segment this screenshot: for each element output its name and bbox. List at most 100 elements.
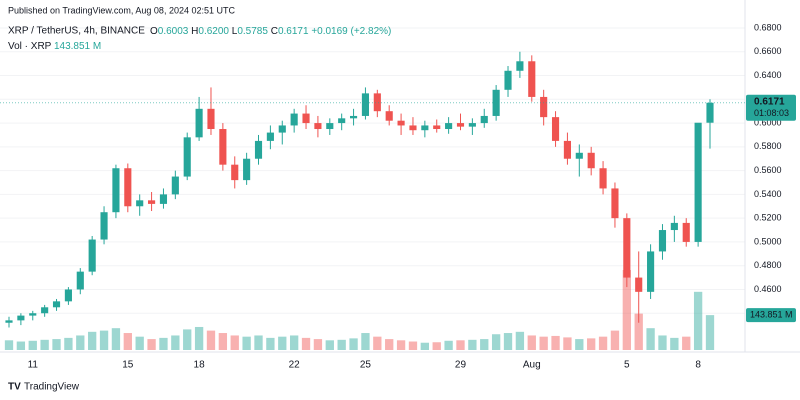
volume-bar (385, 339, 394, 350)
legend-open: 0.6003 (158, 26, 189, 37)
x-tick-label: 11 (28, 360, 39, 371)
volume-bar (539, 336, 548, 350)
volume-label: 143.851 M (750, 310, 793, 320)
volume-bar (361, 333, 370, 350)
y-tick-label: 0.5200 (754, 213, 782, 223)
volume-bar (313, 339, 323, 350)
candle-body (231, 164, 239, 181)
volume-bar (289, 335, 299, 350)
volume-bar (563, 337, 572, 350)
volume-bar (218, 333, 228, 350)
candle-body (421, 125, 429, 131)
candle-body (148, 200, 156, 204)
candle-body (373, 93, 381, 112)
volume-bar (266, 337, 275, 350)
volume-bar (480, 339, 489, 350)
volume-bar (183, 329, 192, 350)
volume-bar (111, 328, 121, 350)
candle-body (159, 194, 168, 204)
legend-h: H (191, 26, 198, 37)
candle-body (326, 123, 334, 130)
volume-bar (4, 340, 14, 350)
volume-bar (16, 341, 26, 350)
candle-body (100, 212, 108, 240)
volume-bar (278, 336, 287, 350)
published-note: Published on TradingView.com, Aug 08, 20… (8, 5, 235, 15)
volume-bar (456, 340, 465, 350)
candle-body (361, 93, 370, 116)
legend-low: 0.5785 (237, 26, 268, 37)
volume-bar (408, 341, 418, 350)
candle-body (480, 115, 488, 124)
volume-bar (194, 326, 204, 350)
candle-body (635, 277, 643, 292)
symbol-title: XRP / TetherUS, 4h, BINANCE (8, 26, 145, 37)
volume-bar (88, 331, 97, 350)
x-tick-label: 5 (624, 360, 630, 371)
candle-body (575, 152, 583, 159)
price-countdown: 01:08:03 (754, 108, 789, 118)
candle-body (41, 307, 49, 314)
volume-bar (171, 335, 180, 350)
volume-bar (598, 336, 608, 350)
candle-body (551, 117, 560, 141)
volume-bar (587, 338, 596, 350)
candle-body (658, 230, 667, 252)
volume-legend: Vol · XRP 143.851 M (8, 41, 101, 52)
y-tick-label: 0.5000 (754, 236, 782, 246)
candle-body (195, 108, 203, 138)
legend-c: C (271, 26, 278, 37)
volume-bar (254, 335, 263, 350)
volume-bar (670, 337, 679, 350)
volume-bar (693, 291, 703, 350)
candle-body (266, 132, 274, 141)
ohlc-legend: O0.6003 H0.6200 L0.5785 C0.6171 +0.0169 … (150, 26, 391, 37)
x-tick-label: Aug (523, 360, 541, 371)
volume-bar (301, 337, 311, 350)
y-tick-label: 0.5800 (754, 141, 782, 151)
y-tick-label: 0.6400 (754, 70, 782, 80)
y-tick-label: 0.6800 (754, 22, 782, 32)
candle-body (112, 168, 120, 213)
candle-body (254, 140, 263, 159)
volume-bar (99, 330, 109, 350)
candle-body (302, 113, 310, 124)
x-tick-label: 22 (289, 360, 301, 371)
candle-body (504, 70, 512, 90)
volume-bar (159, 337, 168, 350)
brand: TV TradingView (8, 382, 80, 393)
candle-body (409, 125, 417, 131)
candle-body (528, 61, 536, 97)
candle-body (445, 123, 453, 130)
candle-body (219, 129, 227, 165)
candle-body (207, 108, 215, 130)
volume-value: 143.851 M (54, 41, 101, 52)
candle-body (183, 137, 191, 177)
candle-body (516, 61, 524, 71)
volume-bar (658, 335, 667, 350)
volume-bar (396, 340, 406, 350)
candle-body (468, 123, 476, 127)
volume-bar (325, 340, 334, 350)
candle-body (136, 200, 144, 207)
volume-bar (135, 336, 144, 350)
y-tick-label: 0.4800 (754, 260, 782, 270)
volume-bar (242, 336, 251, 350)
x-tick-label: 8 (695, 360, 701, 371)
candle-body (623, 218, 631, 278)
volume-bar (420, 342, 430, 350)
volume-bar (551, 335, 560, 350)
candle-body (670, 222, 678, 231)
legend-close: 0.6171 (278, 26, 309, 37)
volume-bar (40, 339, 49, 350)
y-tick-label: 0.6000 (754, 117, 782, 127)
volume-bar (349, 338, 358, 350)
grid (0, 27, 745, 314)
candle-body (456, 123, 465, 127)
volume-bar (491, 334, 501, 350)
brand-name: TradingView (24, 382, 80, 393)
y-tick-label: 0.4600 (754, 284, 782, 294)
candle-body (64, 289, 72, 302)
candle-body (52, 301, 61, 308)
